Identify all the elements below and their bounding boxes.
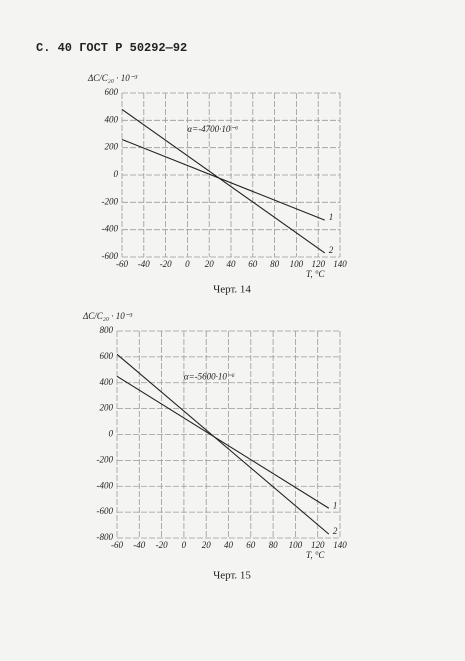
x-tick-label: 100: [289, 540, 303, 550]
y-tick-label: -200: [97, 454, 114, 464]
x-tick-label: 0: [185, 259, 190, 269]
data-line: [116, 375, 330, 509]
data-line: [121, 138, 325, 221]
x-tick-label: -20: [160, 259, 172, 269]
x-tick-label: -40: [138, 259, 150, 269]
y-axis-label: ΔC/C₂₀ · 10⁻³: [82, 311, 133, 321]
line-label: 2: [333, 526, 338, 536]
x-tick-label: 0: [182, 540, 187, 550]
x-tick-label: 140: [333, 540, 347, 550]
x-tick-label: -60: [111, 540, 123, 550]
x-tick-label: 20: [205, 259, 215, 269]
y-tick-label: 600: [100, 351, 114, 361]
x-tick-label: 60: [248, 259, 258, 269]
x-tick-label: -20: [156, 540, 168, 550]
line-label: 2: [329, 245, 334, 255]
x-tick-label: 120: [311, 259, 325, 269]
y-tick-label: -600: [102, 251, 119, 261]
x-tick-label: 100: [290, 259, 304, 269]
page-header: С. 40 ГОСТ Р 50292—92: [36, 41, 187, 55]
y-tick-label: -800: [97, 532, 114, 542]
annotation: α=-4700·10⁻⁶: [187, 124, 238, 134]
y-tick-label: 800: [100, 325, 114, 335]
y-tick-label: 200: [105, 142, 119, 152]
y-tick-label: -400: [97, 480, 114, 490]
y-tick-label: 400: [100, 377, 114, 387]
y-tick-label: -600: [97, 506, 114, 516]
x-tick-label: -40: [133, 540, 145, 550]
line-label: 1: [329, 212, 334, 222]
y-tick-label: 0: [109, 429, 114, 439]
y-axis-label: ΔC/C₂₀ · 10⁻³: [87, 73, 138, 83]
caption: Черт. 14: [213, 284, 251, 296]
annotation: α=-5600·10⁻⁶: [184, 372, 235, 382]
y-tick-label: -200: [102, 196, 119, 206]
y-tick-label: 600: [105, 87, 119, 97]
x-tick-label: 120: [311, 540, 325, 550]
x-tick-label: 60: [246, 540, 256, 550]
y-tick-label: 200: [100, 403, 114, 413]
x-axis-label: T, °C: [306, 550, 325, 560]
line-label: 1: [333, 500, 338, 510]
x-tick-label: 40: [224, 540, 234, 550]
x-tick-label: -60: [116, 259, 128, 269]
x-tick-label: 40: [227, 259, 237, 269]
y-tick-label: 0: [114, 169, 119, 179]
x-tick-label: 20: [202, 540, 212, 550]
y-tick-label: -400: [102, 224, 119, 234]
x-tick-label: 80: [270, 259, 280, 269]
y-tick-label: 400: [105, 114, 119, 124]
data-line: [116, 353, 330, 535]
x-tick-label: 140: [333, 259, 347, 269]
caption: Черт. 15: [213, 570, 251, 582]
x-tick-label: 80: [269, 540, 279, 550]
data-line: [121, 108, 326, 254]
x-axis-label: T, °C: [306, 269, 325, 279]
